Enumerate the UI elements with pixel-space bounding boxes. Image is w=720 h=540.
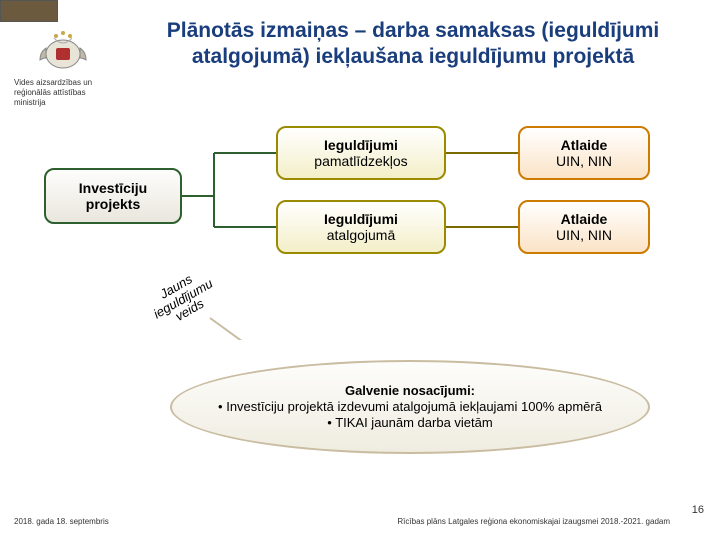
node-sublabel: UIN, NIN bbox=[556, 153, 612, 169]
ministry-logo-block: Vides aizsardzības un reģionālās attīstī… bbox=[14, 30, 112, 108]
coat-of-arms-icon bbox=[26, 30, 100, 74]
ministry-name: Vides aizsardzības un reģionālās attīstī… bbox=[14, 78, 112, 108]
node-investment-project: Investīciju projekts bbox=[44, 168, 182, 224]
decor-stripe bbox=[0, 0, 58, 22]
node-sublabel: UIN, NIN bbox=[556, 227, 612, 243]
footer-date: 2018. gada 18. septembris bbox=[14, 517, 109, 526]
page-number: 16 bbox=[692, 504, 704, 516]
node-sublabel: pamatlīdzekļos bbox=[314, 153, 407, 169]
node-investments-salary: Ieguldījumi atalgojumā bbox=[276, 200, 446, 254]
node-label: Ieguldījumi bbox=[324, 211, 398, 227]
node-discount-2: Atlaide UIN, NIN bbox=[518, 200, 650, 254]
node-label: Ieguldījumi bbox=[324, 137, 398, 153]
slide-title: Plānotās izmaiņas – darba samaksas (iegu… bbox=[130, 18, 696, 71]
node-investments-assets: Ieguldījumi pamatlīdzekļos bbox=[276, 126, 446, 180]
footer-caption: Rīcības plāns Latgales reģiona ekonomisk… bbox=[397, 517, 670, 526]
callout-bullet: TIKAI jaunām darba vietām bbox=[335, 415, 493, 430]
node-discount-1: Atlaide UIN, NIN bbox=[518, 126, 650, 180]
node-label: projekts bbox=[86, 196, 140, 212]
conditions-callout: Galvenie nosacījumi: • Investīciju proje… bbox=[170, 360, 650, 454]
node-label: Investīciju bbox=[79, 180, 147, 196]
node-label: Atlaide bbox=[561, 211, 608, 227]
callout-bullet: Investīciju projektā izdevumi atalgojumā… bbox=[226, 399, 602, 414]
node-sublabel: atalgojumā bbox=[327, 227, 396, 243]
slide: Vides aizsardzības un reģionālās attīstī… bbox=[0, 0, 720, 540]
diagram: Investīciju projekts Ieguldījumi pamatlī… bbox=[0, 120, 720, 340]
node-label: Atlaide bbox=[561, 137, 608, 153]
callout-heading: Galvenie nosacījumi: bbox=[345, 383, 475, 398]
